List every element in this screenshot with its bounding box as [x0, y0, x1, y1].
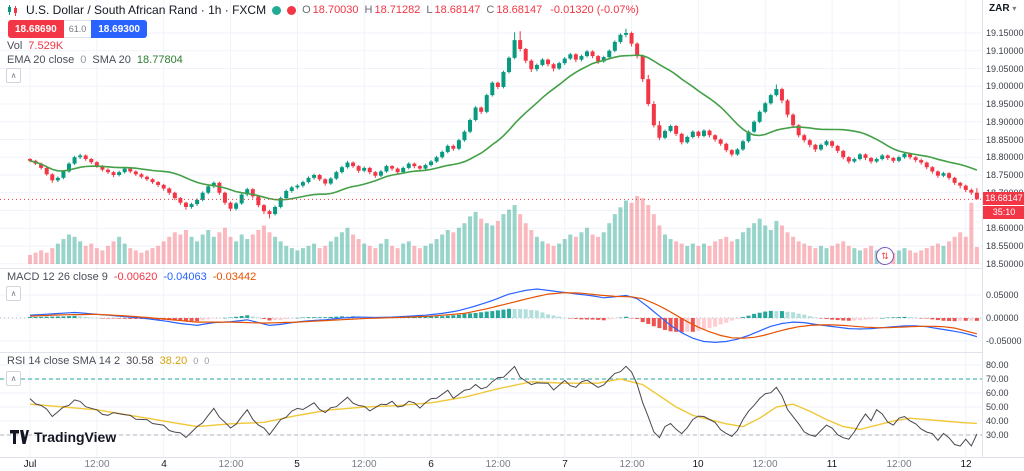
price-axis-label: 18.55000 [986, 241, 1024, 251]
pane-separator-rsi[interactable] [0, 352, 1024, 353]
rsi-legend-row: RSI 14 close SMA 14 2 30.58 38.20 0 0 [7, 355, 209, 367]
candles-series [28, 28, 979, 219]
status-dot-primary-icon[interactable] [272, 5, 282, 15]
price-axis-label: 18.60000 [986, 223, 1024, 234]
rsi-indicator-label[interactable]: RSI 14 close SMA 14 2 [7, 355, 121, 367]
price-axis[interactable]: ZAR ▾ 18.68147 35:10 19.15000 19.10000 19.… [982, 0, 1024, 457]
macd-pane-collapse-button[interactable]: ∧ [6, 286, 21, 301]
macd-axis-label: 0.05000 [986, 290, 1019, 300]
volume-value: 7.529K [28, 40, 64, 52]
currency-code: ZAR [989, 3, 1010, 14]
currency-label[interactable]: ZAR ▾ [989, 3, 1016, 14]
buy-button[interactable]: 18.69300 [91, 20, 147, 38]
chart-canvas[interactable] [0, 0, 982, 457]
macd-axis-label: -0.05000 [986, 336, 1022, 346]
main-pane-collapse-button[interactable]: ∧ [6, 68, 21, 83]
time-axis-label: 10 [692, 459, 704, 470]
time-axis-label: 12:00 [619, 459, 645, 470]
price-axis-label: 18.50000 [986, 258, 1024, 269]
price-axis-label: 18.85000 [986, 134, 1024, 145]
ohlc-close-label: C [486, 4, 495, 16]
macd-indicator-label[interactable]: MACD 12 26 close 9 [7, 271, 108, 283]
time-axis-label: 12:00 [84, 459, 110, 470]
symbol-title[interactable]: U.S. Dollar / South African Rand · 1h · … [26, 3, 267, 17]
time-axis-label: 7 [562, 459, 568, 470]
time-axis-label: Jul [23, 459, 37, 470]
ma-legend-row: EMA 20 close 0 SMA 20 18.77804 [7, 54, 183, 66]
macd-line-value: -0.04063 [163, 271, 207, 283]
sma-indicator-label[interactable]: SMA 20 [92, 54, 131, 66]
macd-histogram [28, 308, 979, 333]
chevron-down-icon: ▾ [1012, 4, 1017, 13]
ohlc-high-value: 18.71282 [374, 4, 421, 16]
volume-indicator-label[interactable]: Vol [7, 40, 23, 52]
price-axis-label: 19.10000 [986, 45, 1024, 56]
trade-widget: 18.68690 61.0 18.69300 [8, 20, 147, 38]
ohlc-open-value: 18.70030 [312, 4, 359, 16]
time-axis-label: 5 [294, 459, 300, 470]
time-axis-label: 11 [826, 459, 838, 470]
instrument-logo-icon [8, 4, 17, 16]
ema-value: 0 [80, 54, 87, 66]
time-axis-label: 4 [161, 459, 167, 470]
spread-label: 61.0 [63, 20, 92, 38]
last-price-badge: 18.68147 [983, 192, 1024, 205]
time-axis-label: 12:00 [485, 459, 511, 470]
trade-bubble-icon[interactable]: ⇅ [876, 247, 894, 265]
price-axis-label: 18.90000 [986, 116, 1024, 127]
volume-series [28, 196, 979, 264]
rsi-axis-label: 50.00 [986, 402, 1009, 412]
ohlc-low-value: 18.68147 [434, 4, 481, 16]
tradingview-logo-text: TradingView [34, 429, 117, 445]
status-dot-secondary-icon[interactable] [287, 5, 297, 15]
rsi-sma-value: 38.20 [159, 355, 188, 367]
sma-20-line [29, 54, 978, 201]
pane-separator-macd[interactable] [0, 268, 1024, 269]
time-axis-label: 12:00 [218, 459, 244, 470]
rsi-value: 30.58 [126, 355, 154, 367]
rsi-sma-line [29, 378, 977, 431]
price-axis-label: 18.80000 [986, 152, 1024, 163]
ohlc-high-label: H [364, 4, 373, 16]
macd-signal-value: -0.03442 [212, 271, 257, 283]
price-axis-label: 18.95000 [986, 99, 1024, 109]
ohlc-low-label: L [426, 4, 433, 16]
rsi-extra-value-1: 0 [193, 356, 199, 366]
grid-layer [0, 0, 982, 457]
ohlc-open-label: O [302, 4, 311, 16]
rsi-pane-collapse-button[interactable]: ∧ [6, 371, 21, 386]
legend-symbol-row: U.S. Dollar / South African Rand · 1h · … [7, 3, 639, 17]
price-axis-label: 19.05000 [986, 63, 1024, 74]
macd-signal-line [29, 292, 978, 339]
ema-indicator-label[interactable]: EMA 20 close [7, 54, 75, 66]
macd-axis-label: 0.00000 [986, 313, 1019, 323]
price-axis-label: 19.00000 [986, 81, 1024, 92]
time-axis-label: 12:00 [752, 459, 778, 470]
price-change-value: -0.01320 (-0.07%) [550, 4, 639, 16]
rsi-axis-label: 30.00 [986, 430, 1009, 440]
tradingview-logo-icon [10, 430, 29, 444]
price-axis-label: 18.75000 [986, 170, 1024, 180]
macd-legend-row: MACD 12 26 close 9 -0.00620 -0.04063 -0.… [7, 271, 256, 283]
sell-button[interactable]: 18.68690 [8, 20, 64, 38]
time-axis-label: 12:00 [886, 459, 912, 470]
rsi-axis-label: 70.00 [986, 374, 1009, 384]
rsi-extra-value-2: 0 [204, 356, 210, 366]
time-axis[interactable]: Jul 12:00 4 12:00 5 12:00 6 12:00 7 12:00 10 12:00 1… [0, 457, 1024, 471]
ohlc-close-value: 18.68147 [496, 4, 543, 16]
time-axis-label: 12:00 [351, 459, 377, 470]
rsi-line [29, 365, 978, 447]
rsi-axis-label: 60.00 [986, 388, 1009, 398]
price-axis-label: 19.15000 [986, 28, 1024, 38]
volume-legend-row: Vol 7.529K [7, 40, 63, 52]
tradingview-logo[interactable]: TradingView [10, 429, 116, 445]
macd-hist-value: -0.00620 [113, 271, 158, 283]
bar-countdown-badge: 35:10 [983, 206, 1024, 219]
rsi-axis-label: 40.00 [986, 416, 1009, 426]
rsi-axis-label: 80.00 [986, 360, 1009, 370]
time-axis-label: 6 [428, 459, 434, 470]
sma-value: 18.77804 [136, 54, 183, 66]
time-axis-label: 12 [960, 459, 972, 470]
